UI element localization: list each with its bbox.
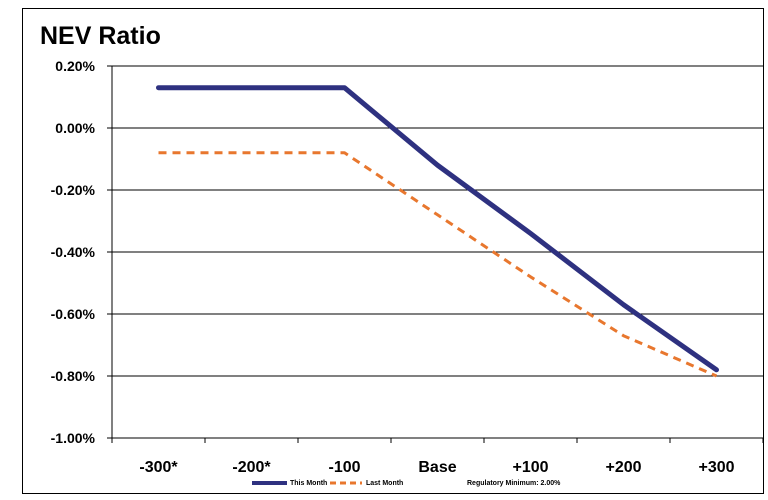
y-tick-labels: 0.20% 0.00% -0.20% -0.40% -0.60% -0.80% -1.00% [51, 58, 96, 446]
x-tick-label: Base [418, 459, 456, 476]
series-lines [156, 85, 719, 378]
chart-frame [22, 8, 764, 494]
x-tick-label: +300 [698, 459, 734, 476]
series-line-this-month [156, 85, 719, 373]
x-tick-label: +200 [605, 459, 641, 476]
x-tick-label: +100 [512, 459, 548, 476]
y-tick-label: -1.00% [51, 430, 96, 446]
x-tick-label: -100 [328, 459, 360, 476]
legend-regulatory-minimum: Regulatory Minimum: 2.00% [467, 480, 561, 487]
y-tick-label: -0.60% [51, 306, 96, 322]
y-tick-label: -0.40% [51, 244, 96, 260]
axes [107, 65, 764, 443]
legend-label-last-month: Last Month [366, 480, 403, 487]
gridlines [112, 65, 763, 439]
x-tick-label: -200* [232, 459, 271, 476]
legend: This Month Last Month Regulatory Minimum… [252, 480, 561, 487]
y-tick-label: 0.00% [55, 120, 95, 136]
x-tick-labels: -300* -200* -100 Base +100 +200 +300 [139, 459, 734, 476]
series-line-last-month [158, 151, 718, 378]
y-tick-label: -0.80% [51, 368, 96, 384]
y-tick-label: 0.20% [55, 58, 95, 74]
legend-label-this-month: This Month [290, 480, 327, 487]
x-tick-label: -300* [139, 459, 178, 476]
chart-title: NEV Ratio [40, 22, 161, 50]
y-tick-label: -0.20% [51, 182, 96, 198]
